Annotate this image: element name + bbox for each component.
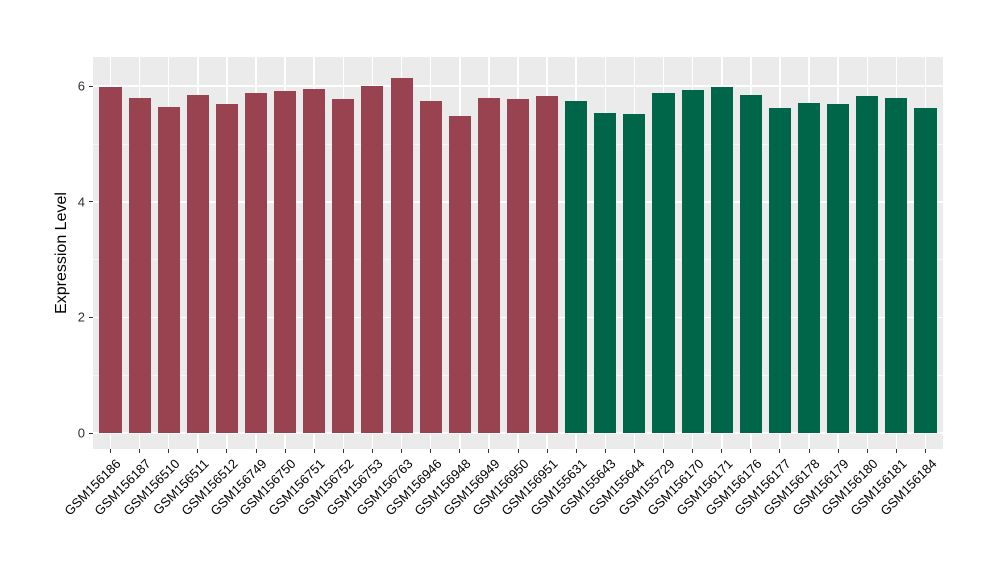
bar-GSM155729: [652, 92, 675, 433]
x-tick-mark: [866, 449, 868, 453]
x-tick-mark: [721, 449, 723, 453]
x-tick-mark: [604, 449, 606, 453]
x-tick-mark: [313, 449, 315, 453]
bar-GSM156170: [681, 90, 704, 433]
x-tick-mark: [808, 449, 810, 453]
x-tick-mark: [488, 449, 490, 453]
x-tick-mark: [663, 449, 665, 453]
bar-GSM155643: [594, 112, 617, 433]
bar-GSM156176: [739, 94, 762, 433]
x-tick-mark: [401, 449, 403, 453]
x-tick-mark: [633, 449, 635, 453]
x-tick-mark: [925, 449, 927, 453]
bar-GSM156948: [448, 116, 471, 433]
bar-GSM155631: [565, 100, 588, 433]
bar-GSM156763: [390, 77, 413, 433]
y-tick-mark: [89, 316, 93, 318]
bar-GSM156950: [506, 99, 530, 433]
x-tick-mark: [895, 449, 897, 453]
y-tick-label: 4: [77, 194, 85, 210]
bar-GSM156180: [856, 96, 879, 433]
y-tick-label: 2: [77, 309, 85, 325]
bar-GSM156751: [303, 88, 326, 433]
bar-GSM156512: [215, 103, 238, 433]
bar-GSM156750: [274, 91, 297, 433]
x-tick-mark: [750, 449, 752, 453]
x-tick-mark: [284, 449, 286, 453]
bar-GSM156186: [99, 86, 122, 433]
x-tick-mark: [546, 449, 548, 453]
y-tick-mark: [89, 432, 93, 434]
x-tick-mark: [517, 449, 519, 453]
y-tick-label: 0: [77, 425, 85, 441]
bar-GSM156752: [332, 99, 355, 433]
bar-GSM156510: [157, 107, 180, 433]
bar-GSM156949: [477, 97, 500, 433]
bar-GSM156177: [768, 107, 792, 433]
bar-GSM156178: [798, 102, 821, 433]
bar-GSM156181: [885, 98, 908, 433]
x-tick-mark: [575, 449, 577, 453]
x-tick-mark: [168, 449, 170, 453]
bar-GSM156179: [827, 104, 850, 433]
bar-GSM156951: [536, 96, 559, 433]
x-tick-mark: [342, 449, 344, 453]
bar-GSM156187: [128, 98, 151, 433]
x-tick-mark: [837, 449, 839, 453]
y-tick-mark: [89, 85, 93, 87]
x-tick-mark: [226, 449, 228, 453]
x-tick-mark: [139, 449, 141, 453]
plot-panel: [93, 57, 943, 449]
x-tick-mark: [197, 449, 199, 453]
bar-GSM156511: [186, 94, 209, 433]
y-tick-label: 6: [77, 78, 85, 94]
x-tick-mark: [459, 449, 461, 453]
bar-GSM156171: [710, 86, 733, 433]
y-tick-mark: [89, 201, 93, 203]
x-tick-mark: [430, 449, 432, 453]
bar-GSM156753: [361, 85, 384, 433]
x-tick-mark: [692, 449, 694, 453]
bar-GSM156946: [419, 100, 442, 433]
bar-GSM156749: [244, 93, 268, 433]
x-tick-mark: [779, 449, 781, 453]
x-tick-mark: [255, 449, 257, 453]
x-tick-mark: [371, 449, 373, 453]
bar-GSM156184: [914, 108, 937, 433]
x-tick-mark: [109, 449, 111, 453]
bar-GSM155644: [623, 113, 646, 433]
y-axis-title: Expression Level: [53, 192, 70, 314]
